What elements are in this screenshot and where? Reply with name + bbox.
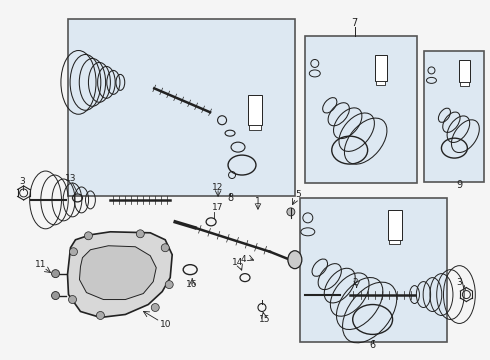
FancyBboxPatch shape (388, 210, 401, 240)
Text: 4: 4 (240, 255, 246, 264)
FancyBboxPatch shape (389, 240, 400, 244)
Text: 15: 15 (259, 315, 270, 324)
FancyBboxPatch shape (460, 60, 470, 82)
Text: 11: 11 (35, 260, 47, 269)
FancyBboxPatch shape (249, 125, 261, 130)
FancyBboxPatch shape (68, 19, 295, 196)
Text: 10: 10 (159, 320, 171, 329)
Circle shape (165, 280, 173, 289)
FancyBboxPatch shape (424, 50, 484, 182)
Polygon shape (68, 232, 172, 318)
Text: 5: 5 (295, 190, 301, 199)
Text: 6: 6 (369, 340, 376, 350)
FancyBboxPatch shape (300, 198, 447, 342)
FancyBboxPatch shape (461, 82, 469, 86)
Circle shape (161, 244, 169, 252)
Circle shape (136, 230, 144, 238)
Text: 13: 13 (65, 174, 76, 183)
Circle shape (70, 248, 77, 256)
Circle shape (51, 270, 59, 278)
Circle shape (84, 232, 93, 240)
Text: 17: 17 (212, 203, 224, 212)
FancyBboxPatch shape (376, 81, 386, 85)
Text: 12: 12 (212, 184, 224, 193)
Text: 3: 3 (20, 177, 25, 186)
Circle shape (287, 208, 295, 216)
FancyBboxPatch shape (375, 55, 387, 81)
Text: 2: 2 (352, 278, 358, 287)
Circle shape (51, 292, 59, 300)
FancyBboxPatch shape (248, 95, 262, 125)
Text: 3: 3 (457, 278, 462, 287)
Text: 7: 7 (351, 18, 358, 28)
Circle shape (69, 296, 76, 303)
Ellipse shape (288, 251, 302, 269)
Text: 9: 9 (456, 180, 463, 190)
Text: 8: 8 (227, 193, 233, 203)
Text: 1: 1 (255, 197, 261, 206)
Text: 14: 14 (232, 258, 244, 267)
Polygon shape (79, 246, 156, 300)
Text: 16: 16 (186, 280, 198, 289)
FancyBboxPatch shape (305, 36, 416, 183)
Circle shape (151, 303, 159, 311)
Circle shape (97, 311, 104, 319)
